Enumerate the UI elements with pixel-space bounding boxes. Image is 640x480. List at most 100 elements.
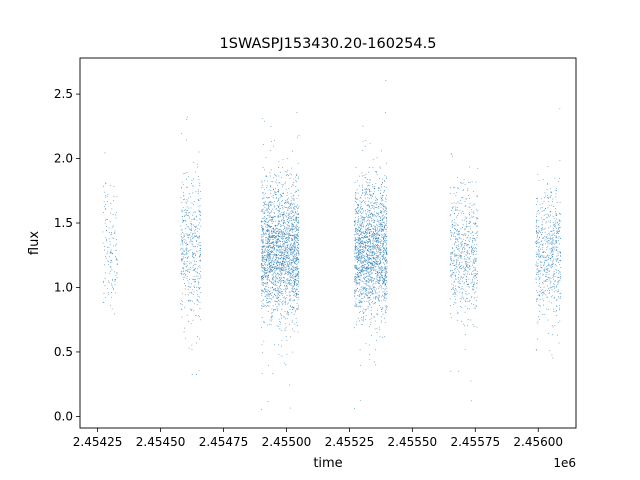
data-point [290, 202, 292, 204]
data-point [454, 292, 456, 294]
data-point [379, 243, 381, 245]
data-point [385, 233, 387, 235]
data-point [183, 195, 185, 197]
data-point [384, 283, 386, 285]
data-point [291, 185, 292, 187]
data-point [463, 235, 465, 237]
data-point [263, 304, 265, 306]
data-point [286, 195, 288, 197]
data-point [283, 247, 285, 249]
data-point [378, 221, 379, 223]
data-point [262, 278, 264, 280]
data-point [183, 235, 185, 237]
data-point [262, 250, 264, 252]
data-point [113, 225, 114, 227]
data-point [361, 232, 363, 234]
data-point [368, 280, 370, 282]
data-point [269, 226, 271, 228]
data-point [294, 311, 296, 313]
data-point [366, 267, 367, 269]
data-point [116, 272, 118, 274]
data-point [296, 204, 298, 206]
data-point [361, 262, 363, 264]
data-point [363, 270, 365, 272]
data-point [183, 279, 185, 281]
data-point [195, 232, 197, 234]
data-point [290, 234, 292, 236]
data-point [373, 219, 375, 221]
data-point [192, 254, 194, 256]
data-point [277, 268, 279, 270]
data-point [263, 274, 265, 276]
data-point [371, 306, 373, 308]
data-point [370, 223, 372, 225]
data-point [379, 278, 381, 280]
data-point [261, 284, 263, 286]
data-point [105, 255, 106, 257]
data-point [373, 251, 375, 253]
data-point [266, 250, 268, 252]
data-point [284, 268, 286, 270]
data-point [188, 282, 190, 284]
data-point [382, 266, 384, 268]
data-point [296, 229, 297, 231]
data-point [473, 325, 475, 327]
data-point [269, 319, 271, 321]
data-point [274, 234, 276, 236]
data-point [271, 229, 272, 231]
data-point [377, 252, 378, 254]
data-point [469, 308, 470, 310]
data-point [190, 232, 192, 234]
data-point [109, 243, 111, 245]
data-point [283, 219, 285, 221]
data-point [385, 186, 387, 188]
data-point [186, 210, 188, 211]
data-point [355, 240, 356, 242]
data-point [382, 280, 384, 282]
data-point [191, 344, 193, 346]
data-point [111, 208, 113, 210]
data-point [376, 240, 378, 242]
data-point [367, 259, 369, 261]
data-point [477, 279, 478, 281]
data-point [191, 227, 193, 229]
data-point [285, 335, 287, 337]
data-point [108, 256, 110, 258]
data-point [292, 272, 294, 273]
data-point [272, 278, 274, 280]
data-point [269, 219, 271, 221]
data-point [377, 296, 379, 298]
data-point [556, 248, 558, 250]
data-point [262, 256, 264, 258]
data-point [382, 241, 384, 242]
data-point [295, 257, 297, 259]
data-point [465, 221, 467, 223]
data-point [463, 247, 465, 248]
data-point [296, 112, 298, 114]
data-point [273, 189, 275, 191]
data-point [188, 271, 190, 273]
data-point [298, 291, 300, 292]
data-point [197, 268, 199, 270]
data-point [272, 201, 274, 203]
data-point [293, 200, 295, 201]
data-point [358, 256, 360, 258]
data-point [466, 265, 468, 267]
data-point [367, 258, 369, 260]
data-point [273, 228, 275, 230]
data-point [367, 248, 369, 250]
data-point [471, 272, 472, 274]
data-point [369, 267, 371, 269]
data-point [360, 234, 362, 235]
data-point [111, 252, 113, 254]
data-point [265, 295, 267, 297]
data-point [363, 224, 364, 226]
data-point [460, 246, 462, 248]
data-point [466, 237, 468, 239]
data-point [183, 267, 185, 269]
data-point [358, 279, 360, 281]
data-point [278, 190, 279, 192]
data-point [386, 218, 388, 219]
data-point [283, 316, 285, 318]
data-point [296, 246, 298, 248]
